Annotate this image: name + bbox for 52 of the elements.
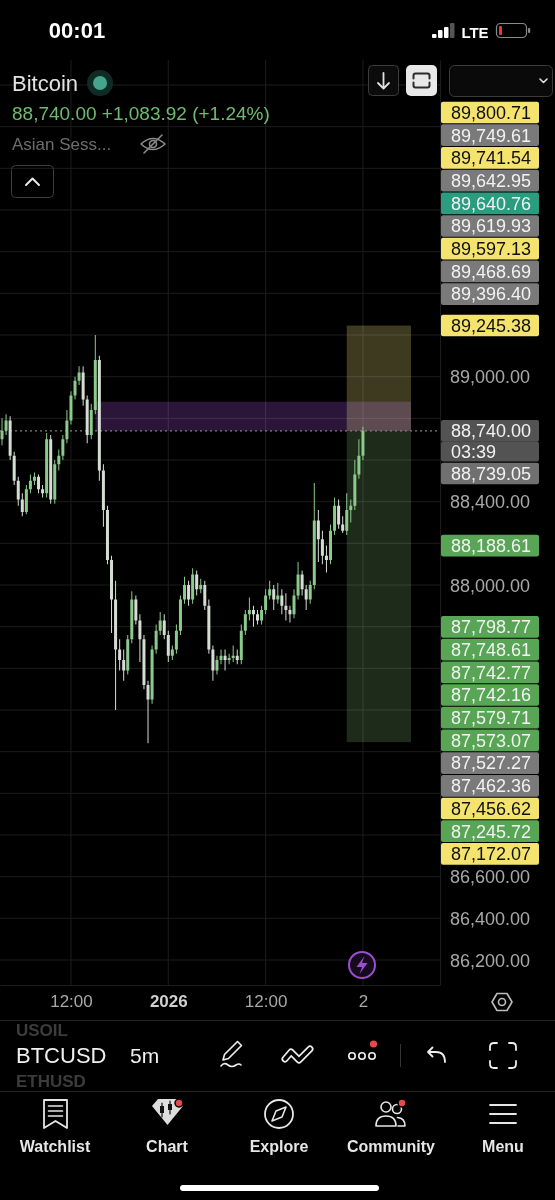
y-tick-label: 88,400.00 <box>449 492 531 513</box>
text: 87,573.07 <box>451 730 532 751</box>
x-tick-label: 12:00 <box>50 991 93 1011</box>
text: USOIL <box>16 1021 68 1040</box>
text: ETHUSD <box>16 1072 86 1091</box>
text: 00:01 <box>48 18 106 43</box>
text: 89,619.93 <box>451 216 532 237</box>
text: Watchlist <box>19 1138 91 1155</box>
annotation: Asian Sess... <box>12 135 112 154</box>
candlestick <box>276 582 280 604</box>
text: 89,396.40 <box>451 284 532 305</box>
text: 88,188.61 <box>451 536 532 556</box>
text: 89,741.54 <box>451 148 532 169</box>
text: 87,748.61 <box>451 639 532 660</box>
text: 87,462.36 <box>451 776 532 797</box>
text: 87,742.77 <box>451 662 532 683</box>
text: Chart <box>146 1138 189 1155</box>
text: 87,579.71 <box>451 708 532 728</box>
text: Community <box>347 1138 436 1155</box>
text: Bitcoin <box>12 71 79 96</box>
y-tick-label: 88,000.00 <box>449 575 531 596</box>
text: 87,245.72 <box>451 821 532 842</box>
text: 87,456.62 <box>451 798 532 819</box>
text: BTCUSD <box>16 1043 107 1068</box>
text: 88,740.00 +1,083.92 (+1.24%) <box>12 103 270 124</box>
text: 03:39 <box>451 441 497 462</box>
x-tick-label: 12:00 <box>244 991 288 1011</box>
text: 87,742.16 <box>451 685 532 706</box>
text: 89,597.13 <box>451 239 532 259</box>
y-tick-label: 86,400.00 <box>449 909 531 930</box>
x-tick-label: 2 <box>358 991 369 1011</box>
text: 89,245.38 <box>451 315 532 336</box>
text: Explore <box>249 1138 309 1155</box>
x-tick-label: 2026 <box>149 991 188 1011</box>
text: LTE <box>461 24 489 41</box>
text: 5m <box>130 1044 160 1067</box>
text: 89,642.95 <box>451 170 532 191</box>
y-tick-label: 86,200.00 <box>449 950 531 971</box>
text: 89,800.71 <box>451 102 532 123</box>
text: 87,798.77 <box>451 617 532 638</box>
text: 89,468.69 <box>451 261 532 282</box>
y-tick-label: 86,600.00 <box>449 867 531 888</box>
candlestick <box>324 545 328 573</box>
y-tick-label: 89,000.00 <box>449 367 531 388</box>
text: 87,527.27 <box>451 753 532 774</box>
text: Menu <box>482 1138 524 1155</box>
text: 89,640.76 <box>451 193 532 214</box>
ref-line-label: 88,740.00 <box>451 421 532 442</box>
text: 89,749.61 <box>451 125 532 146</box>
text: 88,739.05 <box>451 463 532 484</box>
candlestick <box>231 645 235 663</box>
text: 87,172.07 <box>451 844 532 865</box>
